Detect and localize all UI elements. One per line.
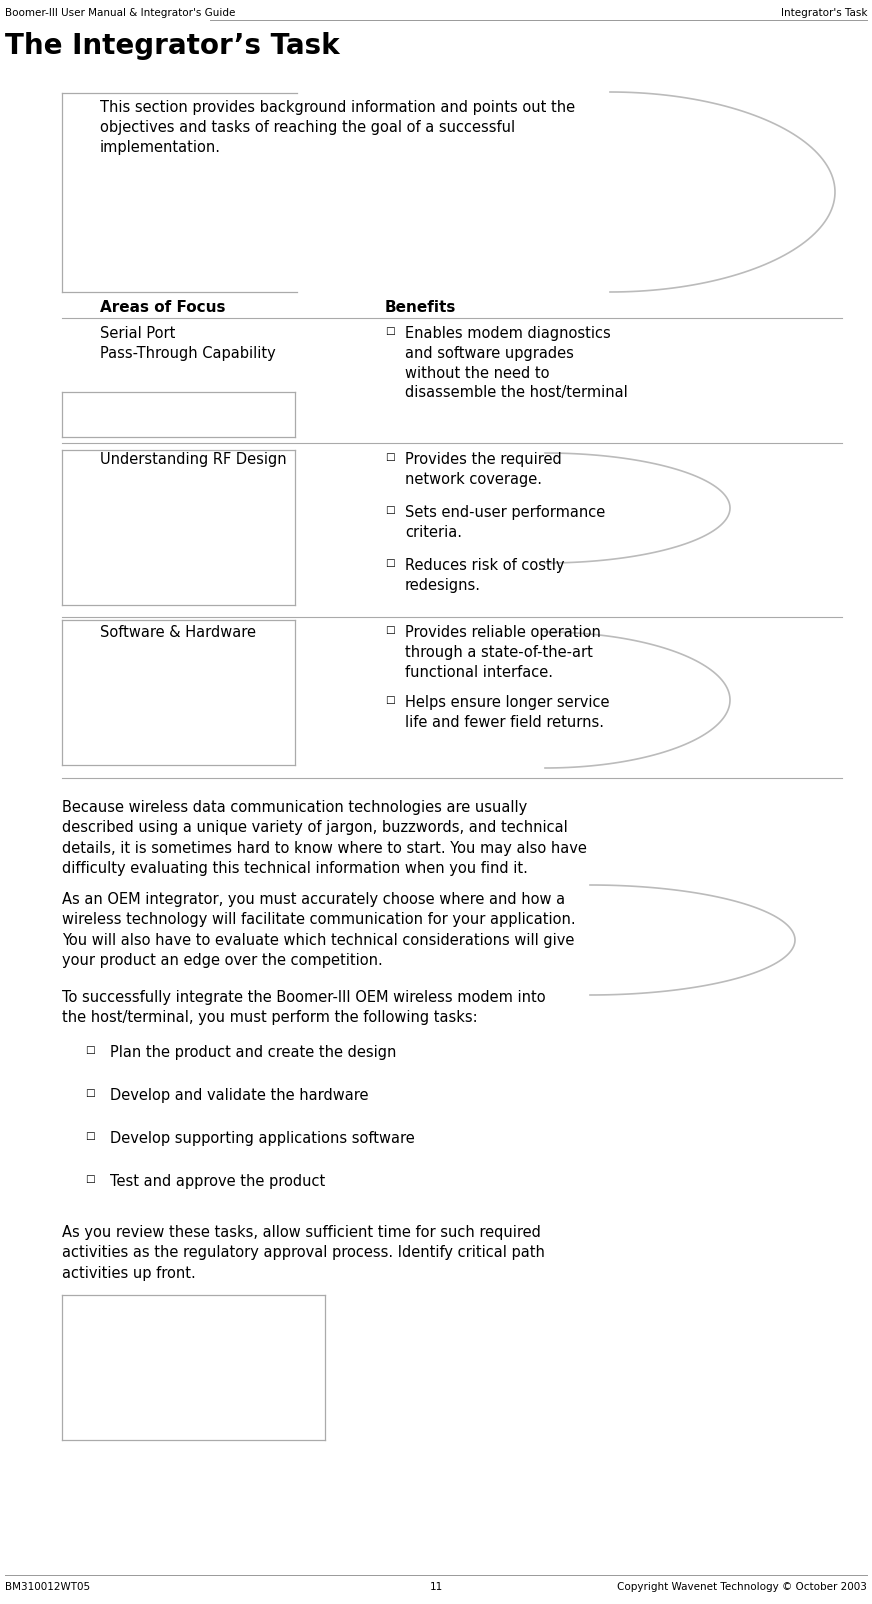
Text: Sets end-user performance
criteria.: Sets end-user performance criteria. xyxy=(405,505,605,541)
Text: □: □ xyxy=(385,558,395,568)
Text: □: □ xyxy=(85,1174,95,1184)
Text: The Integrator’s Task: The Integrator’s Task xyxy=(5,32,339,59)
Text: Boomer-III User Manual & Integrator's Guide: Boomer-III User Manual & Integrator's Gu… xyxy=(5,8,235,18)
Text: Develop and validate the hardware: Develop and validate the hardware xyxy=(110,1088,369,1104)
Text: □: □ xyxy=(85,1131,95,1140)
Text: Develop supporting applications software: Develop supporting applications software xyxy=(110,1131,415,1145)
Text: Provides the required
network coverage.: Provides the required network coverage. xyxy=(405,452,562,486)
Text: 11: 11 xyxy=(429,1582,443,1593)
Text: □: □ xyxy=(385,626,395,635)
Text: Understanding RF Design: Understanding RF Design xyxy=(100,452,287,467)
Text: □: □ xyxy=(385,695,395,706)
Text: □: □ xyxy=(385,326,395,335)
Text: This section provides background information and points out the
objectives and t: This section provides background informa… xyxy=(100,99,576,154)
Text: Serial Port
Pass-Through Capability: Serial Port Pass-Through Capability xyxy=(100,326,276,361)
Text: Enables modem diagnostics
and software upgrades
without the need to
disassemble : Enables modem diagnostics and software u… xyxy=(405,326,628,401)
Text: Copyright Wavenet Technology © October 2003: Copyright Wavenet Technology © October 2… xyxy=(617,1582,867,1593)
Text: Areas of Focus: Areas of Focus xyxy=(100,300,226,314)
Text: BM310012WT05: BM310012WT05 xyxy=(5,1582,90,1593)
Text: As you review these tasks, allow sufficient time for such required
activities as: As you review these tasks, allow suffici… xyxy=(62,1225,545,1282)
Text: Software & Hardware: Software & Hardware xyxy=(100,626,256,640)
Text: Test and approve the product: Test and approve the product xyxy=(110,1174,325,1189)
Text: □: □ xyxy=(385,505,395,515)
Text: As an OEM integrator, you must accurately choose where and how a
wireless techno: As an OEM integrator, you must accuratel… xyxy=(62,892,576,969)
Text: Benefits: Benefits xyxy=(385,300,456,314)
Text: Plan the product and create the design: Plan the product and create the design xyxy=(110,1044,397,1060)
Text: To successfully integrate the Boomer-III OEM wireless modem into
the host/termin: To successfully integrate the Boomer-III… xyxy=(62,990,546,1025)
Text: Provides reliable operation
through a state-of-the-art
functional interface.: Provides reliable operation through a st… xyxy=(405,626,601,680)
Text: □: □ xyxy=(85,1044,95,1055)
Text: Integrator's Task: Integrator's Task xyxy=(780,8,867,18)
Text: □: □ xyxy=(85,1088,95,1099)
Text: Helps ensure longer service
life and fewer field returns.: Helps ensure longer service life and few… xyxy=(405,695,610,730)
Text: □: □ xyxy=(385,452,395,462)
Text: Because wireless data communication technologies are usually
described using a u: Because wireless data communication tech… xyxy=(62,800,587,876)
Text: Reduces risk of costly
redesigns.: Reduces risk of costly redesigns. xyxy=(405,558,564,593)
